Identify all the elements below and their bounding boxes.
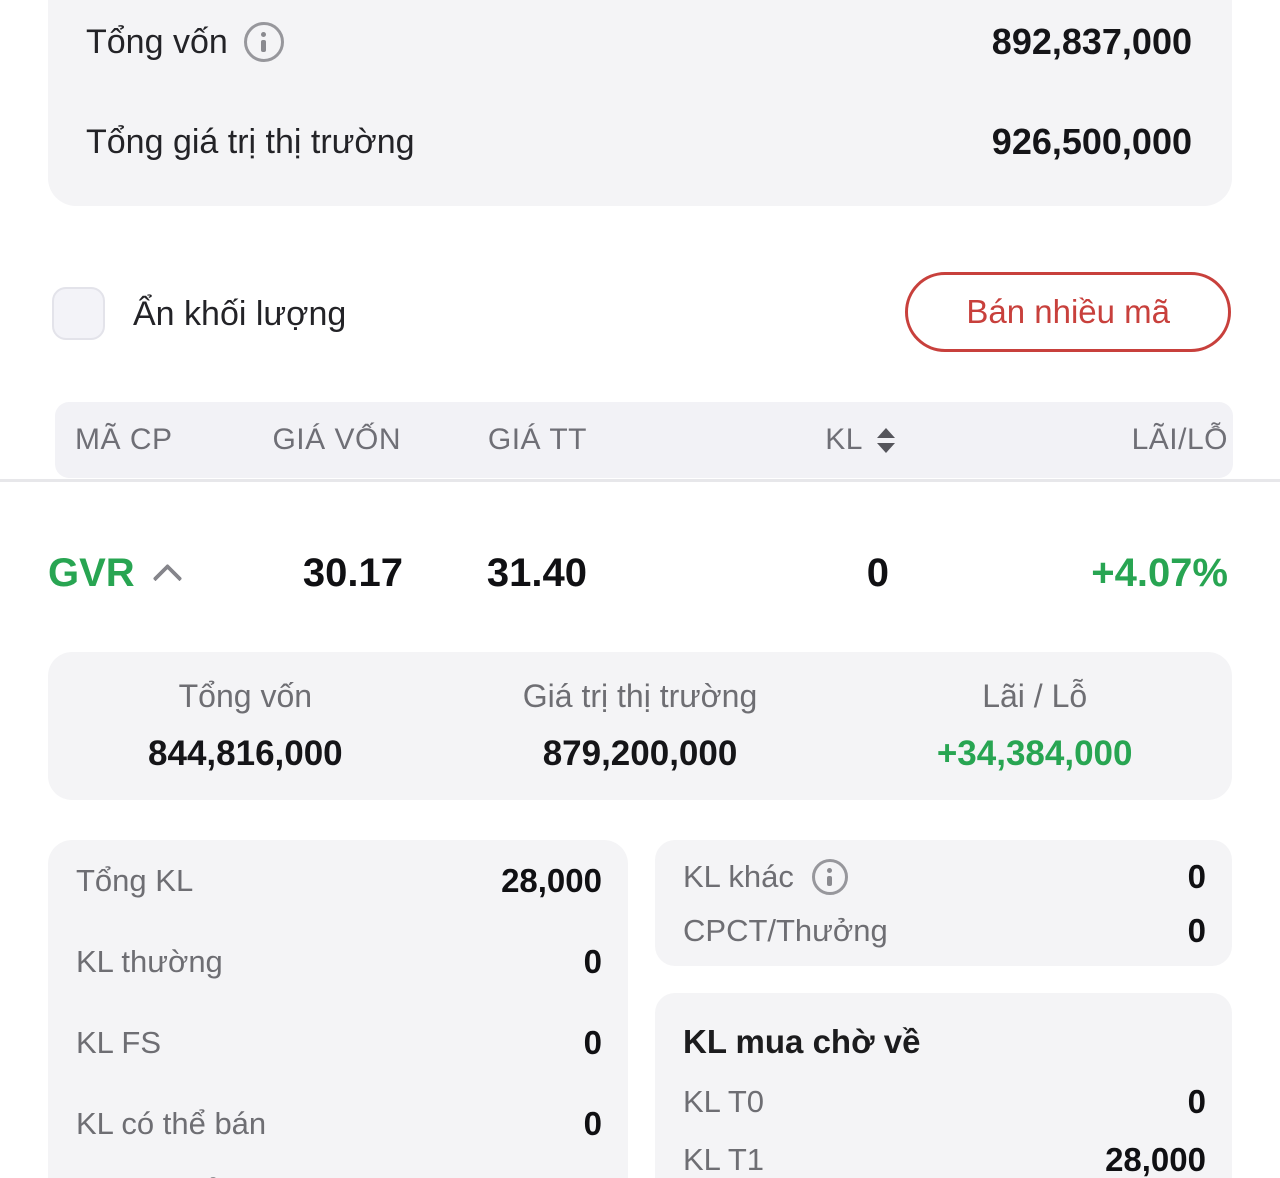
- sort-icon: [877, 427, 895, 453]
- row-sellable-volume: KL có thể bán 0: [76, 1105, 602, 1142]
- position-detail-card: Tổng vốn 844,816,000 Giá trị thị trường …: [48, 652, 1232, 800]
- table-header-band: [55, 402, 1233, 478]
- other-volume-label: KL khác: [683, 859, 794, 894]
- row-other-volume: KL khác 0: [683, 853, 1206, 901]
- account-summary-card: Tổng vốn 892,837,000 Tổng giá trị thị tr…: [48, 0, 1232, 206]
- row-unsellable-volume: Không thể bán 0: [76, 1168, 602, 1178]
- hide-volume-label: Ẩn khối lượng: [133, 294, 347, 333]
- total-capital-row: Tổng vốn 892,837,000: [86, 18, 1192, 66]
- header-volume-label: KL: [825, 423, 863, 456]
- detail-capital-label: Tổng vốn: [178, 677, 313, 714]
- detail-market-col: Giá trị thị trường 879,200,000: [443, 652, 838, 800]
- header-volume-sort[interactable]: KL: [825, 402, 895, 478]
- header-pnl: LÃI/LỖ: [1131, 423, 1228, 456]
- header-symbol: MÃ CP: [75, 423, 173, 456]
- detail-capital-col: Tổng vốn 844,816,000: [48, 652, 443, 800]
- detail-capital-value: 844,816,000: [148, 734, 343, 773]
- row-kl-t1: KL T1 28,000: [683, 1141, 1206, 1178]
- pending-buy-card: KL mua chờ về KL T0 0 KL T1 28,000: [655, 993, 1232, 1178]
- pending-buy-title: KL mua chờ về: [683, 1023, 921, 1060]
- total-capital-value: 892,837,000: [991, 21, 1192, 62]
- other-volume-value: 0: [1187, 858, 1206, 895]
- volume-detail-card: Tổng KL 28,000 KL thường 0 KL FS 0 KL có…: [48, 840, 628, 1178]
- other-volume-card: KL khác 0 CPCT/Thưởng 0: [655, 840, 1232, 966]
- info-icon[interactable]: [811, 859, 848, 895]
- header-market-price: GIÁ TT: [487, 423, 587, 456]
- stock-market-price: 31.40: [486, 550, 587, 595]
- header-divider: [0, 479, 1280, 482]
- row-fs-volume: KL FS 0: [76, 1024, 602, 1061]
- stock-pnl-percent: +4.07%: [1091, 550, 1228, 595]
- chevron-up-icon: [152, 563, 183, 593]
- hide-volume-checkbox[interactable]: [52, 287, 105, 340]
- info-icon[interactable]: [243, 22, 284, 62]
- total-capital-label: Tổng vốn: [86, 22, 228, 61]
- stock-symbol[interactable]: GVR: [48, 538, 183, 608]
- row-bonus-shares: CPCT/Thưởng 0: [683, 912, 1206, 949]
- detail-pnl-value: +34,384,000: [936, 734, 1133, 773]
- detail-market-label: Giá trị thị trường: [522, 677, 758, 714]
- header-cost-price: GIÁ VỐN: [272, 423, 401, 456]
- total-market-value-value: 926,500,000: [991, 121, 1192, 162]
- detail-pnl-label: Lãi / Lỗ: [982, 677, 1088, 714]
- total-market-value-label: Tổng giá trị thị trường: [86, 122, 415, 161]
- detail-market-value: 879,200,000: [542, 734, 738, 773]
- detail-pnl-col: Lãi / Lỗ +34,384,000: [837, 652, 1232, 800]
- total-market-value-row: Tổng giá trị thị trường 926,500,000: [86, 118, 1192, 166]
- row-normal-volume: KL thường 0: [76, 943, 602, 980]
- sell-multiple-button[interactable]: Bán nhiều mã: [905, 272, 1231, 352]
- row-total-volume: Tổng KL 28,000: [76, 862, 602, 899]
- stock-volume: 0: [866, 550, 889, 595]
- row-kl-t0: KL T0 0: [683, 1083, 1206, 1120]
- stock-cost-price: 30.17: [302, 550, 403, 595]
